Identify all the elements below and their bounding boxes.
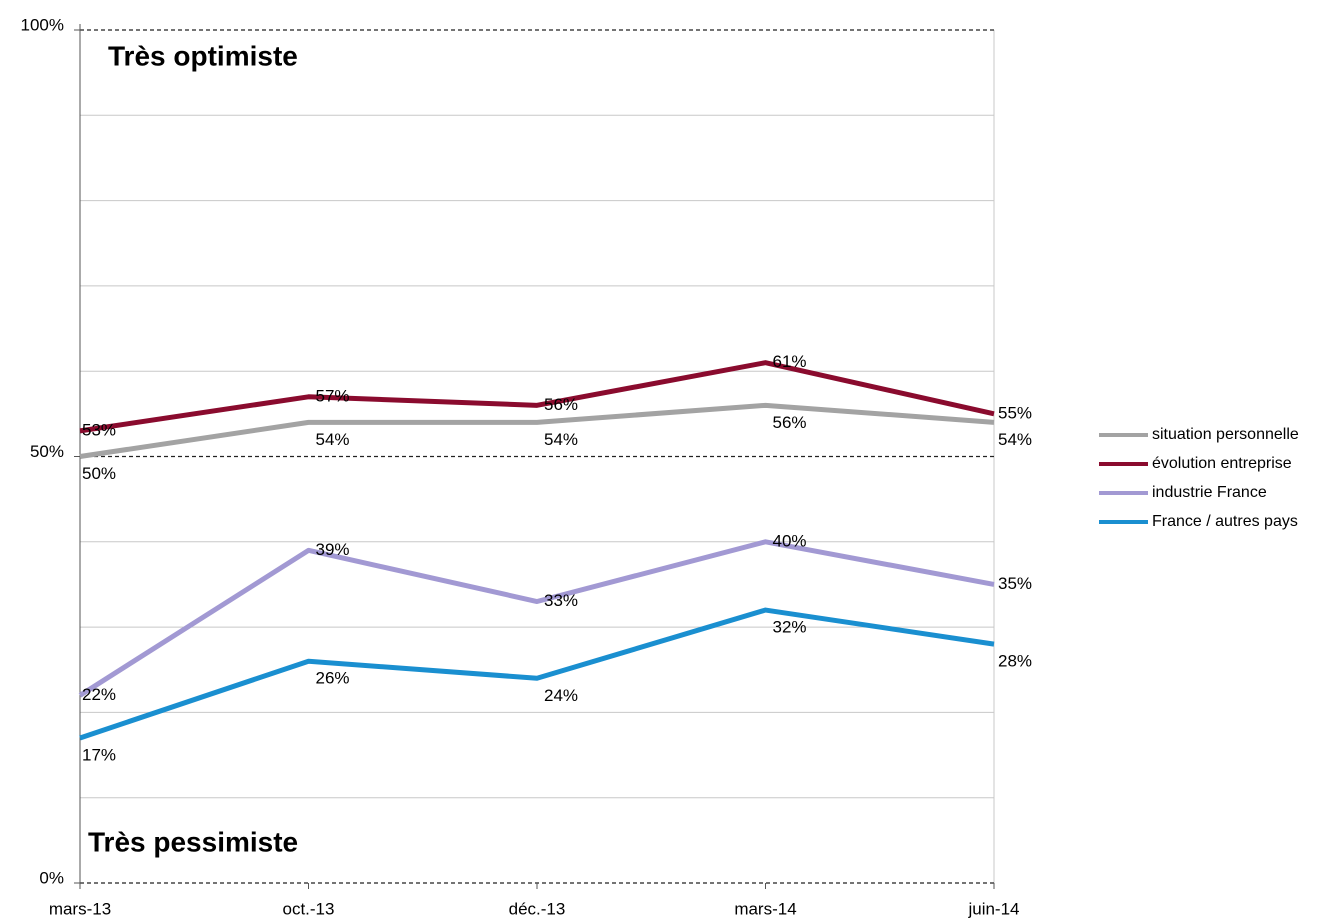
data-label: 56% <box>772 413 806 432</box>
data-label: 53% <box>82 420 116 439</box>
data-label: 40% <box>772 531 806 550</box>
data-label: 57% <box>315 386 349 405</box>
data-label: 54% <box>998 430 1032 449</box>
x-tick-label: mars-14 <box>734 899 796 918</box>
x-tick-label: mars-13 <box>49 899 111 918</box>
x-tick-label: juin-14 <box>967 899 1019 918</box>
annotation: Très pessimiste <box>88 826 298 857</box>
series-line <box>78 539 995 698</box>
data-label: 33% <box>544 591 578 610</box>
series-line <box>79 360 995 434</box>
data-label: 56% <box>544 395 578 414</box>
legend-label: situation personnelle <box>1152 426 1299 443</box>
data-label: 35% <box>998 574 1032 593</box>
data-label: 17% <box>82 745 116 764</box>
data-label: 61% <box>772 352 806 371</box>
y-tick-label: 100% <box>21 15 64 34</box>
y-tick-label: 50% <box>30 442 64 461</box>
data-label: 26% <box>315 669 349 688</box>
legend-label: évolution entreprise <box>1152 455 1292 472</box>
data-label: 22% <box>82 685 116 704</box>
data-label: 32% <box>772 618 806 637</box>
data-label: 39% <box>315 540 349 559</box>
data-label: 50% <box>82 464 116 483</box>
series-line <box>79 607 995 741</box>
data-label: 24% <box>544 686 578 705</box>
x-tick-label: oct.-13 <box>283 899 335 918</box>
y-tick-label: 0% <box>39 868 64 887</box>
x-tick-label: déc.-13 <box>509 899 566 918</box>
legend-label: France / autres pays <box>1152 513 1298 530</box>
annotation: Très optimiste <box>108 40 298 71</box>
data-label: 54% <box>544 430 578 449</box>
data-label: 54% <box>315 430 349 449</box>
data-label: 28% <box>998 652 1032 671</box>
series-line <box>79 402 995 459</box>
legend-label: industrie France <box>1152 484 1267 501</box>
data-label: 55% <box>998 403 1032 422</box>
